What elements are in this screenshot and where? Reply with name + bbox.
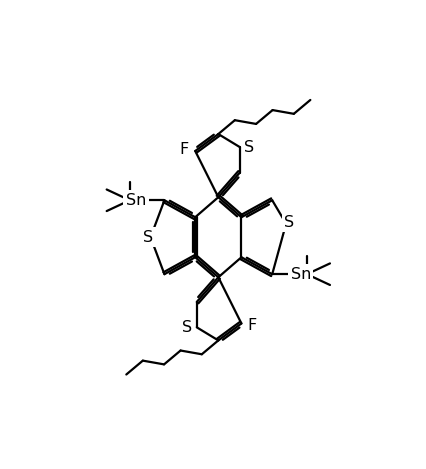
Text: F: F [248, 318, 257, 333]
Text: Sn: Sn [291, 267, 311, 282]
Text: Sn: Sn [126, 193, 146, 208]
Text: S: S [143, 230, 153, 245]
Text: S: S [182, 320, 193, 335]
Text: S: S [244, 140, 254, 155]
Text: S: S [284, 215, 294, 230]
Text: F: F [180, 142, 189, 157]
